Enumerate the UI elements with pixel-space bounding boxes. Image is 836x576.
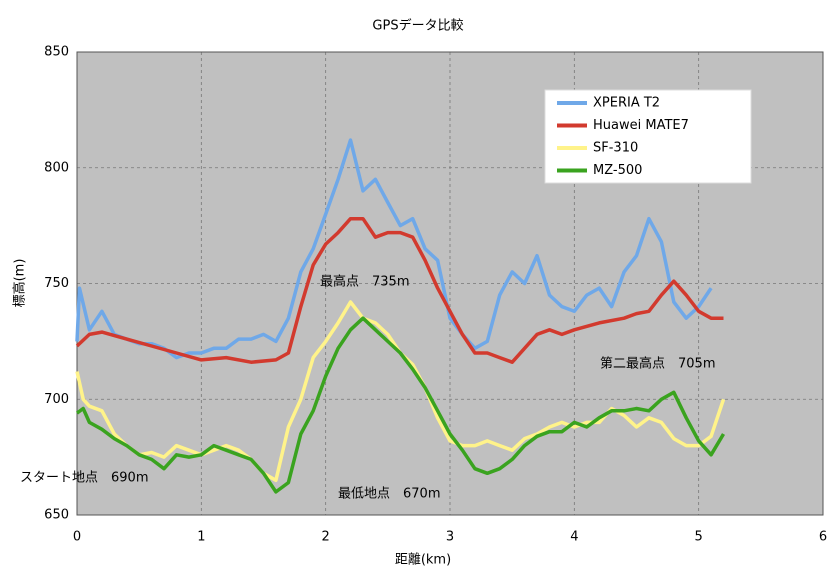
series-line xyxy=(75,216,724,364)
x-tick-label: 5 xyxy=(695,530,703,545)
legend-label: SF-310 xyxy=(593,141,638,156)
legend-label: XPERIA T2 xyxy=(593,96,660,111)
y-tick-label: 650 xyxy=(44,508,69,523)
y-tick-label: 850 xyxy=(44,45,69,60)
legend-box xyxy=(544,89,752,184)
annotation: 第二最高点 705m xyxy=(600,356,715,372)
y-tick-label: 700 xyxy=(44,392,69,407)
x-tick-label: 3 xyxy=(446,530,454,545)
x-tick-label: 1 xyxy=(197,530,205,545)
y-tick-label: 800 xyxy=(44,160,69,175)
series-line xyxy=(75,138,713,360)
annotation: 最低地点 670m xyxy=(338,487,440,502)
chart-title: GPSデータ比較 xyxy=(372,18,463,34)
x-tick-label: 0 xyxy=(73,530,81,545)
y-tick-label: 750 xyxy=(44,276,69,291)
x-axis-label: 距離(km) xyxy=(395,553,451,568)
y-axis-label: 標高(m) xyxy=(12,259,28,308)
annotation: スタート地点 690m xyxy=(20,471,148,486)
x-tick-label: 2 xyxy=(322,530,330,545)
legend-label: MZ-500 xyxy=(593,163,642,178)
annotation: 最高点 735m xyxy=(320,274,409,290)
plot-border xyxy=(76,51,824,516)
x-tick-label: 4 xyxy=(570,530,578,545)
series-line xyxy=(75,316,726,494)
x-tick-label: 6 xyxy=(819,530,827,545)
legend-label: Huawei MATE7 xyxy=(593,118,689,133)
